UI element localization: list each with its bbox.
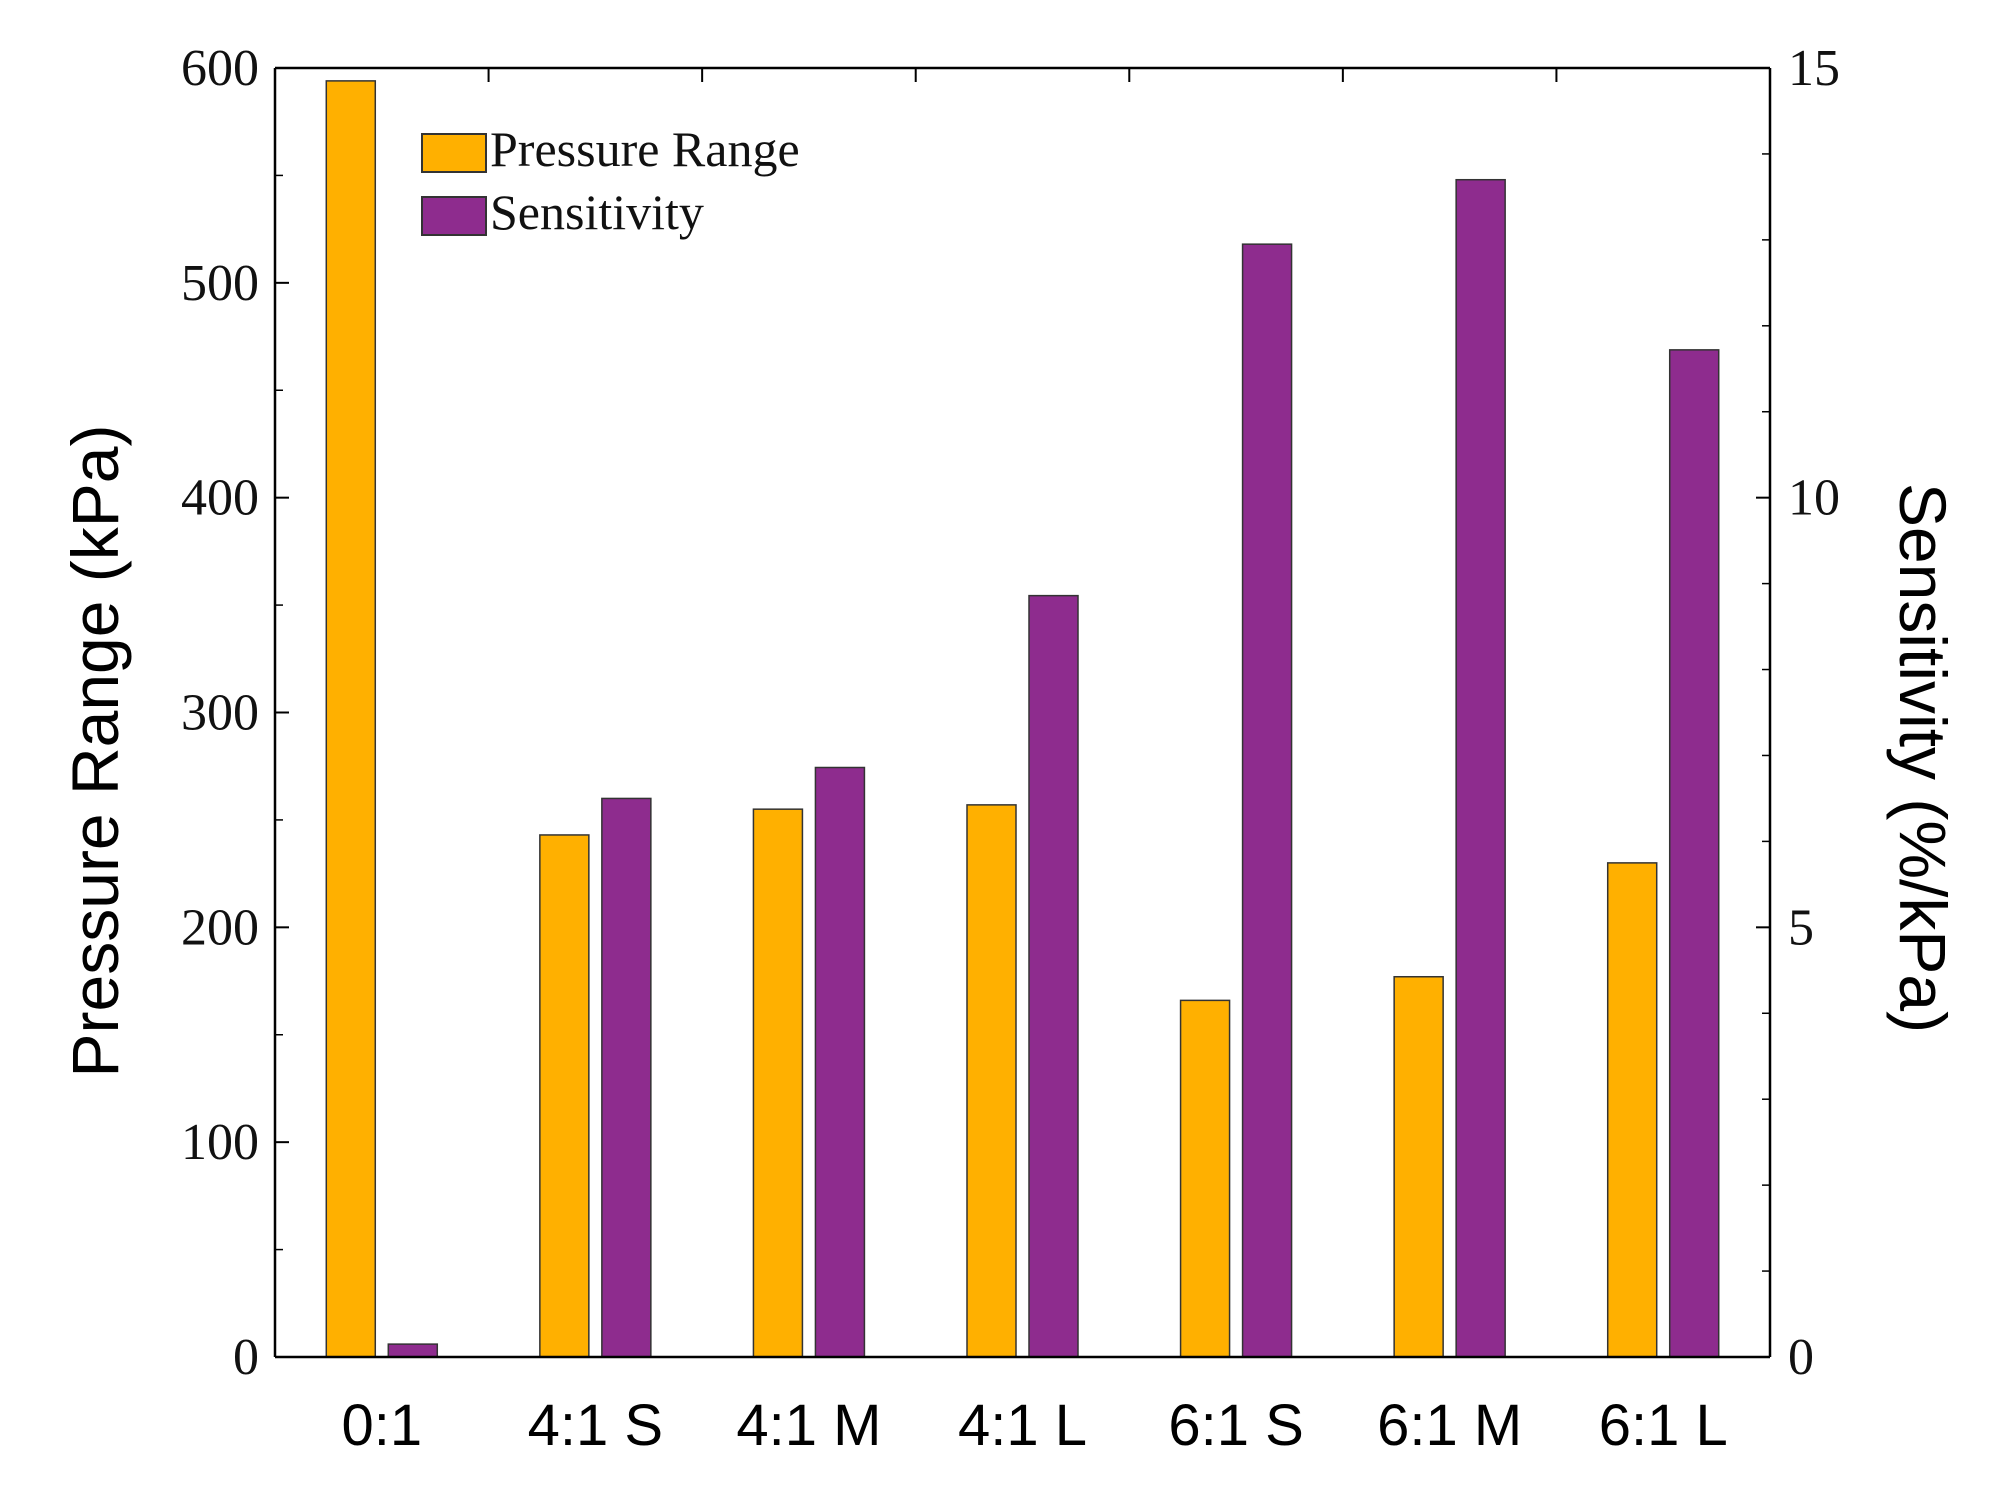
bar-pressure-range [325,80,377,1358]
x-tick-label: 4:1 S [528,1393,663,1458]
bar-sensitivity [387,1343,439,1358]
legend-swatch-pressure-range [421,133,487,173]
x-tick-label: 4:1 M [736,1393,881,1458]
legend-label-sensitivity: Sensitivity [490,184,704,240]
bar-pressure-range [1179,999,1231,1358]
y-tick-label: 300 [181,685,259,742]
bar-sensitivity [1241,243,1293,1358]
x-tick-label: 6:1 M [1377,1393,1522,1458]
legend: Pressure Range Sensitivity [421,121,800,240]
y-tick-label: 200 [181,899,259,956]
axes-layer [273,66,1772,1359]
bar-sensitivity [1028,594,1079,1358]
y2-axis-title: Sensitivity (%/kPa) [1886,483,1960,1033]
y-tick-label: 0 [233,1329,259,1386]
legend-swatch-sensitivity [421,196,487,236]
y-tick-label: 400 [181,470,259,527]
y2-tick-label: 0 [1788,1329,1814,1386]
bar-pressure-range [1606,862,1658,1358]
bar-pressure-range [539,834,590,1358]
x-tick-label: 0:1 [341,1393,422,1458]
bar-sensitivity [1668,349,1720,1358]
ticks-layer: 0:1 4:1 S 4:1 M 4:1 L 6:1 S 6:1 M 6:1 L0100200… [181,40,1840,1458]
y2-tick-label: 10 [1788,470,1840,527]
bar-pressure-range [752,808,804,1358]
y-tick-label: 600 [181,40,259,97]
bar-sensitivity [601,797,652,1358]
y-axis-title: Pressure Range (kPa) [58,425,132,1078]
bar-pressure-range [1393,975,1444,1358]
bars-layer [325,80,1720,1358]
bar-sensitivity [814,766,866,1358]
legend-label-pressure-range: Pressure Range [490,121,800,177]
x-tick-label: 6:1 S [1168,1393,1303,1458]
x-tick-label: 6:1 L [1599,1393,1728,1458]
y2-tick-label: 15 [1788,40,1840,97]
bar-pressure-range [966,804,1017,1358]
bar-sensitivity [1455,178,1506,1358]
x-tick-label: 4:1 L [958,1393,1087,1458]
y-tick-label: 100 [181,1114,259,1171]
y-tick-label: 500 [181,255,259,312]
y2-tick-label: 5 [1788,899,1814,956]
